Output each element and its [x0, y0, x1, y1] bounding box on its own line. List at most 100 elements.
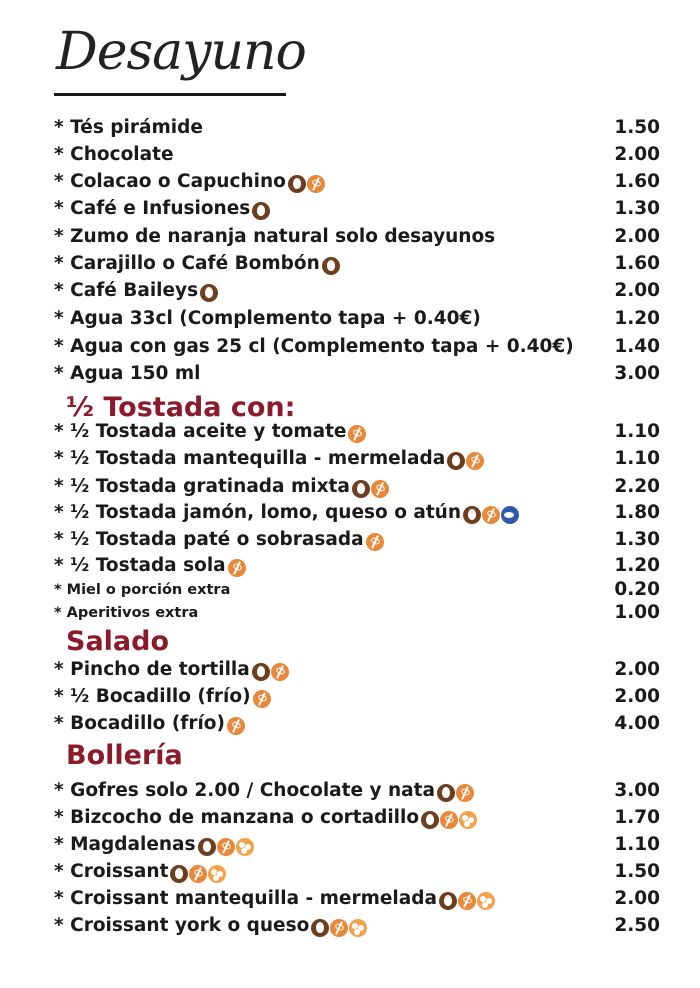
menu-item: * Pincho de tortilla 2.00 — [54, 659, 660, 685]
section-heading-tostada: ½ Tostada con: — [66, 392, 296, 423]
bullet-asterisk: * — [54, 555, 64, 576]
egg-icon — [321, 257, 340, 275]
menu-item-label: Aperitivos extra — [66, 605, 199, 621]
allergen-icons — [436, 782, 475, 803]
menu-item-name: * Bizcocho de manzana o cortadillo — [54, 807, 478, 830]
fish-icon — [501, 506, 520, 524]
egg-icon — [438, 892, 457, 910]
menu-item: * ½ Bocadillo (frío) 2.00 — [54, 686, 660, 712]
menu-item: * Agua 33cl (Complemento tapa + 0.40€) 1.… — [54, 308, 660, 334]
menu-item: * Agua con gas 25 cl (Complemento tapa +… — [54, 336, 660, 362]
menu-item: * Gofres solo 2.00 / Chocolate y nata 3.0… — [54, 780, 660, 806]
gluten-icon — [270, 663, 289, 681]
menu-item-price: 1.80 — [614, 502, 660, 523]
menu-item-name: * Chocolate — [54, 144, 174, 165]
menu-item-name: * Magdalenas — [54, 834, 255, 857]
menu-item-label: Agua con gas 25 cl (Complemento tapa + 0… — [70, 336, 574, 357]
menu-item-label: Bizcocho de manzana o cortadillo — [70, 807, 420, 828]
menu-item-price: 1.10 — [614, 448, 660, 469]
menu-item: * ½ Tostada gratinada mixta 2.20 — [54, 476, 660, 502]
menu-item-name: * Aperitivos extra — [54, 605, 198, 621]
menu-item: * Miel o porción extra 0.20 — [54, 579, 660, 605]
gluten-icon — [330, 919, 349, 937]
allergen-icons — [463, 504, 520, 525]
gluten-icon — [306, 175, 325, 193]
allergen-icons — [447, 450, 485, 471]
menu-item-label: Café Baileys — [70, 280, 199, 301]
menu-item-name: * ½ Tostada sola — [54, 555, 247, 578]
menu-item-name: * Café Baileys — [54, 280, 219, 303]
menu-item-label: ½ Tostada mantequilla - mermelada — [70, 448, 446, 469]
bullet-asterisk: * — [54, 476, 64, 497]
menu-item-name: * Café e Infusiones — [54, 198, 271, 221]
bullet-asterisk: * — [54, 226, 64, 247]
bullet-asterisk: * — [54, 834, 64, 855]
bullet-asterisk: * — [54, 915, 64, 936]
menu-item-label: Pincho de tortilla — [70, 659, 250, 680]
gluten-icon — [440, 811, 459, 829]
gluten-icon — [457, 892, 476, 910]
bullet-asterisk: * — [54, 888, 64, 909]
menu-item-label: Agua 33cl (Complemento tapa + 0.40€) — [70, 308, 481, 329]
allergen-icons — [365, 531, 385, 552]
bullet-asterisk: * — [54, 253, 64, 274]
allergen-icons — [252, 688, 272, 709]
menu-item: * Chocolate 2.00 — [54, 144, 660, 170]
allergen-icons — [252, 200, 271, 221]
bullet-asterisk: * — [54, 308, 64, 329]
page-title: Desayuno — [56, 22, 307, 82]
menu-item: * ½ Tostada jamón, lomo, queso o atún 1.8… — [54, 502, 660, 528]
gluten-icon — [348, 425, 367, 443]
title-underline — [54, 93, 286, 96]
menu-item-label: Chocolate — [70, 144, 174, 165]
section-heading-bolleria: Bollería — [66, 740, 183, 771]
menu-item-price: 1.20 — [614, 308, 660, 329]
bullet-asterisk: * — [54, 117, 64, 138]
menu-item: * Croissant mantequilla - mermelada 2.00 — [54, 888, 660, 914]
nuts-icon — [235, 838, 254, 856]
gluten-icon — [227, 559, 246, 577]
egg-icon — [170, 865, 189, 883]
allergen-icons — [421, 809, 478, 830]
bullet-asterisk: * — [54, 713, 64, 734]
menu-item-name: * Croissant mantequilla - mermelada — [54, 888, 496, 911]
menu-item-price: 1.10 — [614, 834, 660, 855]
allergen-icons — [321, 255, 341, 276]
menu-item-label: ½ Tostada gratinada mixta — [70, 476, 350, 497]
menu-item-label: Café e Infusiones — [70, 198, 251, 219]
gluten-icon — [226, 717, 245, 735]
menu-item-label: Miel o porción extra — [66, 582, 231, 598]
egg-icon — [251, 663, 270, 681]
menu-item: * Café e Infusiones 1.30 — [54, 198, 660, 224]
menu-item-price: 1.50 — [614, 117, 660, 138]
menu-item-name: * Tés pirámide — [54, 117, 203, 138]
menu-item-price: 1.10 — [614, 421, 660, 442]
menu-item-price: 2.00 — [614, 280, 660, 301]
bullet-asterisk: * — [54, 448, 64, 469]
bullet-asterisk: * — [54, 780, 64, 801]
allergen-icons — [287, 173, 326, 194]
bullet-asterisk: * — [54, 807, 64, 828]
menu-item-name: * Colacao o Capuchino — [54, 171, 326, 194]
menu-item-price: 2.00 — [614, 888, 660, 909]
bullet-asterisk: * — [54, 171, 64, 192]
menu-item-name: * Zumo de naranja natural solo desayunos — [54, 226, 495, 247]
allergen-icons — [197, 836, 255, 857]
gluten-icon — [252, 690, 271, 708]
egg-icon — [287, 175, 306, 193]
bullet-asterisk: * — [54, 363, 64, 384]
bullet-asterisk: * — [54, 582, 62, 598]
egg-icon — [252, 202, 271, 220]
menu-item-price: 4.00 — [614, 713, 660, 734]
menu-item: * ½ Tostada mantequilla - mermelada 1.10 — [54, 448, 660, 474]
menu-item: * Croissant york o queso 2.50 — [54, 915, 660, 941]
menu-item-price: 0.20 — [614, 579, 660, 600]
menu-item-name: * ½ Tostada paté o sobrasada — [54, 529, 385, 552]
menu-item-price: 1.50 — [614, 861, 660, 882]
menu-item-label: Zumo de naranja natural solo desayunos — [70, 226, 496, 247]
egg-icon — [311, 919, 330, 937]
menu-item: * Café Baileys 2.00 — [54, 280, 660, 306]
gluten-icon — [189, 865, 208, 883]
menu-item-label: Tés pirámide — [70, 117, 203, 138]
menu-item: * Agua 150 ml 3.00 — [54, 363, 660, 389]
